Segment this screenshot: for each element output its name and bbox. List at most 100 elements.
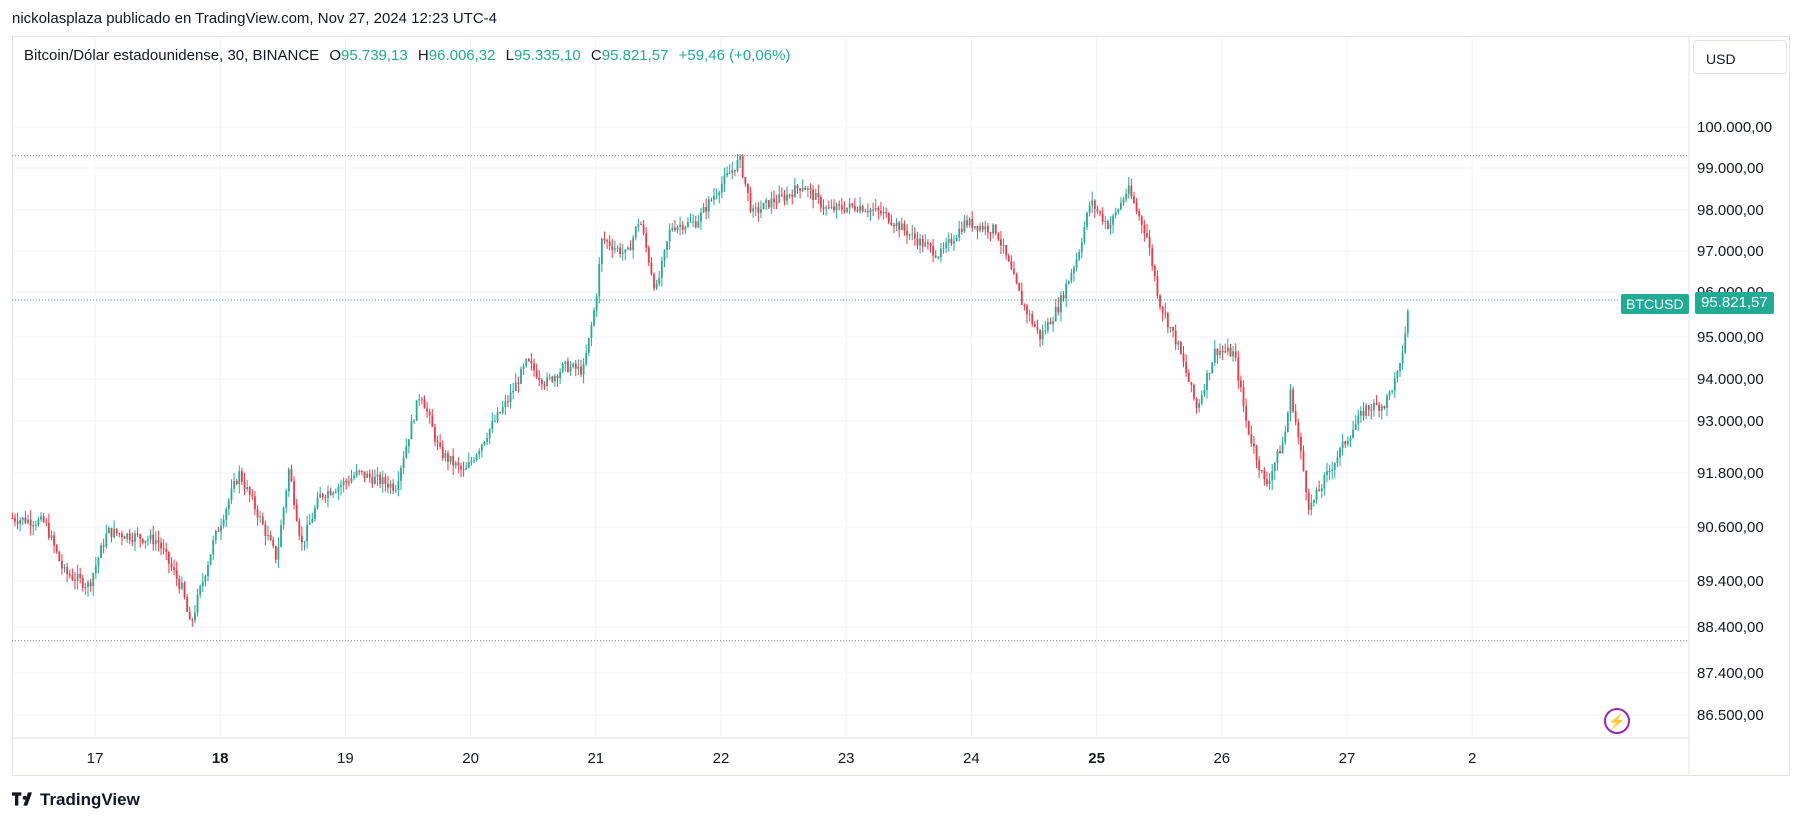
candles [11,154,1409,627]
candle-body [87,582,89,588]
x-tick-label: 2 [1468,750,1476,767]
candle-body [454,462,457,466]
currency-button[interactable]: USD [1693,40,1787,74]
candle-body [950,239,953,244]
candle-body [679,224,682,227]
candle-body [1169,326,1172,328]
candle-body [225,509,228,520]
candle-body [170,563,173,568]
candle-body [1148,236,1151,248]
candle-body [494,420,496,422]
candle-body [1166,313,1169,328]
candle-body [986,226,989,233]
candle-body [1232,351,1234,357]
candle-body [27,519,29,523]
candle-body [1005,245,1008,256]
candle-body [1276,451,1279,463]
candle-body [1109,224,1112,229]
candle-body [637,224,640,227]
candle-body [580,366,582,375]
candle-body [1258,460,1261,471]
y-tick-label: 91.800,00 [1697,465,1764,482]
candle-body [261,516,264,525]
candle-body [720,183,723,193]
candle-body [913,233,916,239]
time-axis[interactable]: 17 18 19 20 21 22 23 24 25 26 27 2 [87,750,1477,767]
candle-body [1180,341,1182,354]
candle-body [188,611,191,620]
legend-low-label: L [505,47,515,64]
candle-body [1104,221,1107,223]
candle-body [227,500,230,510]
candle-body [1156,276,1159,296]
candle-body [840,205,843,210]
candle-body [368,473,371,478]
x-tick-label: 17 [87,750,104,767]
candle-body [1323,475,1326,489]
candle-body [254,496,256,510]
candle-body [676,226,679,231]
candle-body [689,221,692,223]
y-tick-label: 87.400,00 [1697,665,1764,682]
candle-body [84,587,87,589]
candle-body [1086,212,1088,228]
candle-body [1143,225,1146,234]
candle-body [444,453,447,458]
candle-body [394,490,397,492]
candle-body [42,516,45,522]
candle-body [1054,306,1057,321]
tradingview-logo[interactable]: TradingView [12,790,140,810]
candle-body [37,519,40,525]
candle-body [726,173,728,176]
candle-body [144,540,147,543]
candle-body [963,220,966,232]
candle-body [1237,357,1240,381]
candle-body [488,429,491,439]
candle-body [350,478,353,483]
candle-body [535,370,538,378]
candle-body [1273,462,1276,472]
candle-body [24,517,27,523]
candle-body [838,204,841,206]
candle-body [611,245,614,250]
lightning-icon[interactable]: ⚡ [1604,708,1630,734]
candle-body [277,546,280,560]
candle-body [767,200,770,208]
candle-body [595,296,598,311]
candle-body [953,241,955,244]
candle-body [642,224,645,234]
candle-body [1307,492,1310,510]
price-axis[interactable]: 100.000,0099.000,0098.000,0097.000,0096.… [1697,119,1772,724]
candle-body [830,206,833,209]
last-price-tag: 95.821,57 [1695,292,1774,314]
candle-body [89,582,92,586]
candle-body [921,238,924,247]
candle-body [358,470,361,472]
candle-body [147,539,149,541]
candle-body [807,188,809,190]
candle-body [102,545,105,547]
candle-body [509,392,512,402]
candle-body [381,477,384,485]
candle-body [561,363,564,372]
candle-body [353,475,355,479]
candle-body [94,565,97,574]
candle-body [770,198,773,208]
candle-body [334,491,337,493]
candle-body [447,453,449,462]
candle-body [45,521,48,523]
candle-body [1023,304,1026,306]
candle-body [1195,398,1198,408]
y-tick-label: 88.400,00 [1697,619,1764,636]
x-tick-label: 23 [838,750,855,767]
candle-body [1380,406,1383,411]
candle-body [702,206,705,213]
candle-body [1320,488,1323,492]
candle-body [1007,255,1010,262]
candle-body [274,545,277,560]
candle-body [653,274,655,289]
candle-body [1174,330,1177,345]
candle-body [546,377,548,386]
candle-body [1211,362,1214,373]
